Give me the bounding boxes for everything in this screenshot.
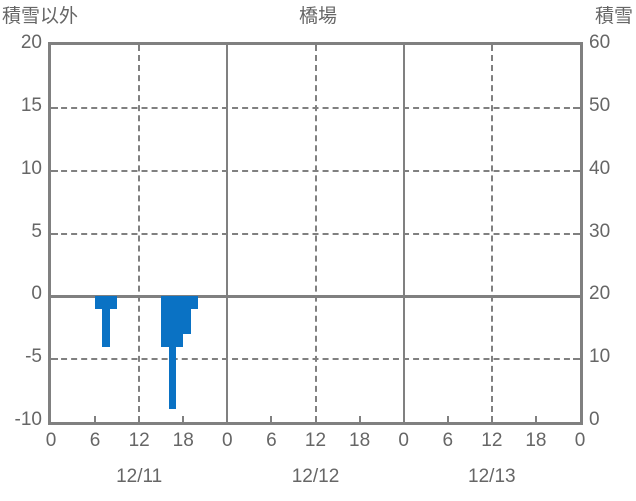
bar [161,296,169,347]
midday-gridline [314,45,317,422]
bar [109,296,118,309]
x-tick [94,416,97,422]
day-label: 12/11 [116,466,163,487]
x-axis-label: 0 [45,430,57,451]
y-axis-label-right: 60 [589,32,611,53]
y-tick-left [51,106,58,109]
chart-title: 橋場 [298,6,337,27]
y-tick-right [573,295,580,298]
y-axis-label-left: 5 [31,220,42,242]
x-axis-label: 12 [481,430,503,451]
day-label: 12/13 [468,466,516,487]
x-axis-label: 18 [525,430,547,451]
x-axis-label: 18 [172,430,194,451]
y-tick-left [51,358,58,361]
x-tick [138,416,141,422]
day-label: 12/12 [291,466,340,487]
x-axis-label: 6 [266,430,277,451]
midday-gridline [138,45,141,422]
y-tick-right [573,232,580,235]
x-axis-label: 6 [89,430,101,451]
y-axis-label-left: 20 [20,32,42,53]
x-axis-label: 12 [304,430,327,451]
x-tick [534,416,537,422]
y-axis-label-right: 20 [589,283,611,305]
y-axis-label-left: -10 [14,409,42,430]
y-tick-left [51,169,58,172]
day-separator [226,45,229,422]
bar [175,296,184,347]
y-tick-left [51,295,58,298]
y-axis-label-right: 30 [589,220,611,242]
y-tick-left [51,232,58,235]
right-axis-title: 積雪 [594,6,633,27]
plot-inner [51,45,580,422]
y-tick-right [573,358,580,361]
x-axis-label: 6 [442,430,454,451]
y-axis-label-left: -5 [25,346,42,368]
x-axis-label: 12 [128,430,150,451]
bar [102,296,110,347]
y-axis-label-left: 15 [20,94,42,116]
y-tick-right [573,169,580,172]
y-axis-label-right: 10 [589,346,611,368]
y-axis-label-left: 0 [31,283,42,305]
midday-gridline [490,45,493,422]
bar [168,296,176,410]
y-axis-label-left: 10 [20,157,42,179]
y-axis-label-right: 0 [589,409,600,430]
x-axis-label: 0 [398,430,409,451]
bar [95,296,103,309]
x-axis-label: 0 [222,430,233,451]
bar [190,296,198,309]
x-tick [314,416,317,422]
x-tick [358,416,361,422]
y-axis-label-right: 40 [589,157,611,179]
plot-area [48,42,583,425]
x-tick [446,416,449,422]
left-axis-title: 積雪以外 [2,6,79,27]
x-axis-label: 18 [349,430,371,451]
x-tick [490,416,493,422]
y-tick-right [573,106,580,109]
bar [183,296,191,335]
x-tick [182,416,185,422]
y-axis-label-right: 50 [589,94,611,116]
x-axis-label: 0 [574,430,586,451]
x-tick [270,416,273,422]
day-separator [402,45,405,422]
